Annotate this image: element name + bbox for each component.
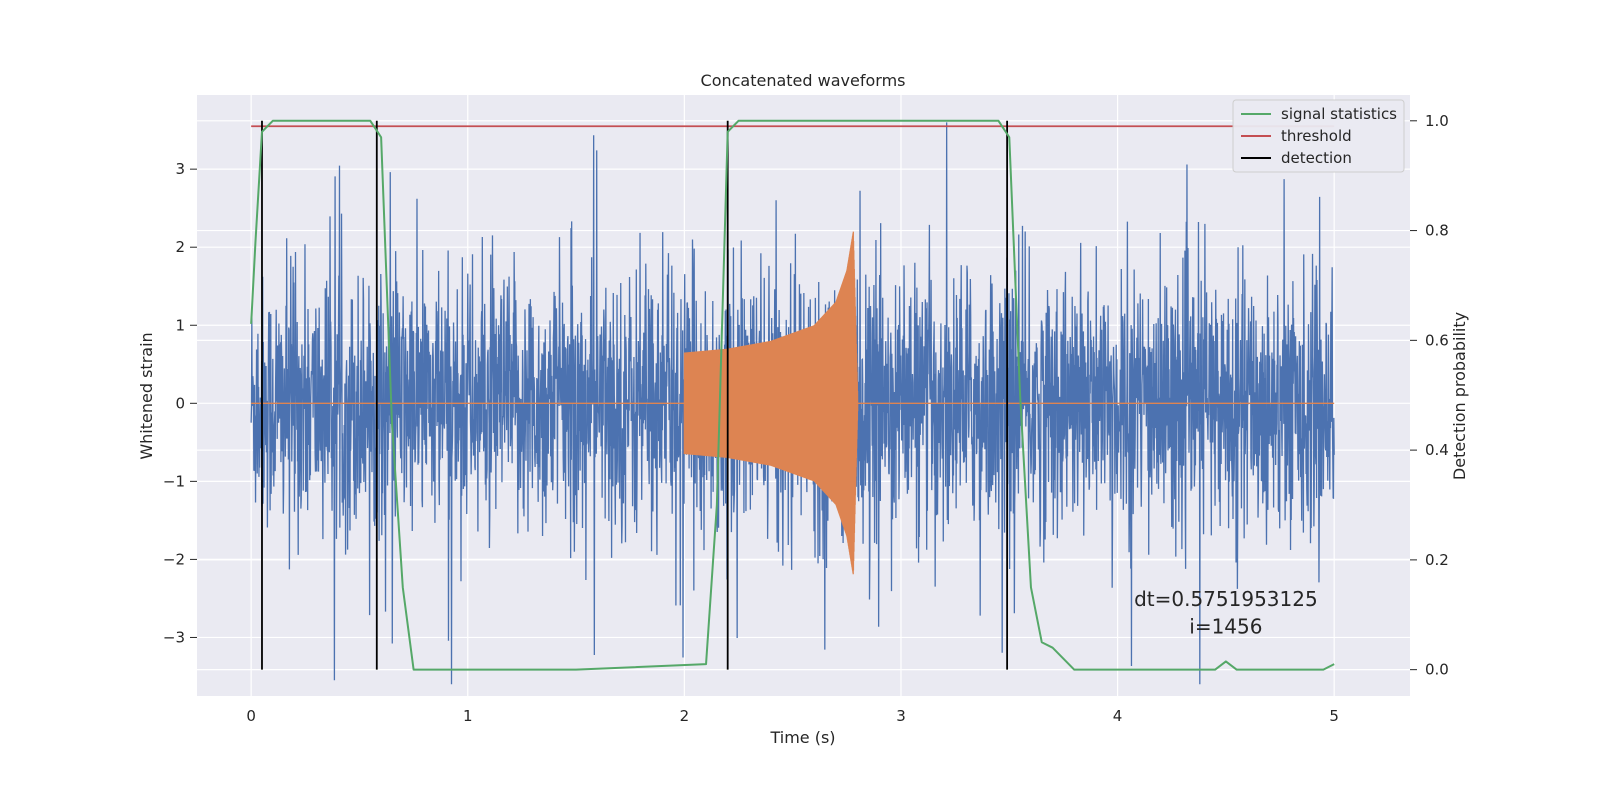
y-tick-label: −1 (163, 472, 185, 490)
y2-tick-label: 0.6 (1425, 331, 1449, 349)
y2-tick-label: 0.0 (1425, 661, 1449, 679)
y-tick-label: −3 (163, 628, 185, 646)
x-tick-label: 3 (896, 707, 906, 725)
x-axis-label: Time (s) (769, 728, 835, 747)
x-tick-label: 4 (1113, 707, 1123, 725)
y-axis-label: Whitened strain (137, 332, 156, 459)
chart-title: Concatenated waveforms (701, 71, 906, 90)
y2-tick-label: 0.8 (1425, 222, 1449, 240)
plot-area (250, 119, 1335, 685)
x-tick-label: 2 (680, 707, 690, 725)
legend-label: threshold (1281, 127, 1352, 145)
series-waveform (251, 231, 1335, 575)
x-tick-label: 5 (1329, 707, 1339, 725)
legend-label: detection (1281, 149, 1352, 167)
x-tick-label: 0 (246, 707, 256, 725)
annotation-text: i=1456 (1189, 615, 1262, 639)
y2-axis-label: Detection probability (1450, 312, 1469, 480)
y-tick-label: 3 (175, 160, 185, 178)
y-tick-label: 1 (175, 316, 185, 334)
y-tick-label: 0 (175, 394, 185, 412)
y2-tick-label: 1.0 (1425, 112, 1449, 130)
legend: signal statistics threshold detection (1232, 99, 1405, 173)
y2-tick-label: 0.2 (1425, 551, 1449, 569)
ticks: 0 1 2 3 4 5 −3 −2 −1 0 1 2 3 0.0 0.2 0.4 0.6 0.8 1.0 (163, 112, 1449, 725)
series-signal-statistics (250, 119, 1335, 671)
y2-tick-label: 0.4 (1425, 441, 1449, 459)
y-tick-label: 2 (175, 238, 185, 256)
annotation-text: dt=0.5751953125 (1134, 587, 1318, 611)
legend-box (1232, 99, 1405, 173)
series-whitened-strain (250, 122, 1335, 685)
y-tick-label: −2 (163, 550, 185, 568)
annotations: dt=0.5751953125 i=1456 (1134, 587, 1318, 638)
x-tick-label: 1 (463, 707, 473, 725)
legend-label: signal statistics (1281, 105, 1397, 123)
